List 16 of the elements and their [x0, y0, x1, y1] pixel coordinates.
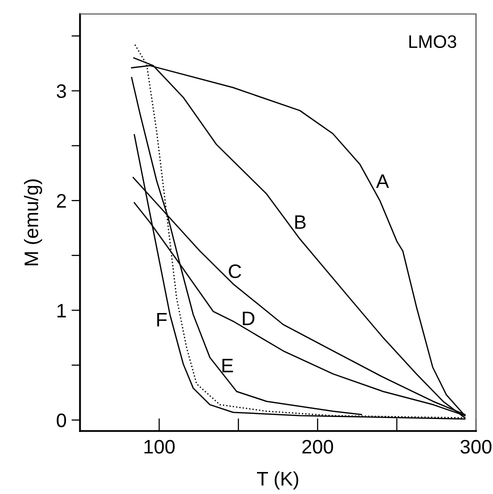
x-tick-label: 200 — [302, 440, 334, 454]
series-label: C — [228, 264, 242, 278]
y-tick-label: 2 — [56, 194, 66, 208]
series-label: D — [242, 312, 254, 326]
series-label: A — [376, 174, 389, 188]
series-label: F — [157, 312, 167, 326]
x-axis-title: T (K) — [257, 471, 298, 490]
series-label: E — [222, 358, 233, 372]
y-tick-label: 0 — [56, 413, 66, 428]
y-tick-label: 3 — [56, 84, 66, 98]
y-tick-label: 1 — [57, 304, 66, 318]
x-tick-label: 300 — [460, 440, 492, 454]
series-label: B — [295, 215, 306, 229]
y-axis-title: M (emu/g) — [24, 179, 42, 266]
x-tick-label: 100 — [144, 440, 175, 454]
annotation: LMO3 — [409, 35, 456, 48]
